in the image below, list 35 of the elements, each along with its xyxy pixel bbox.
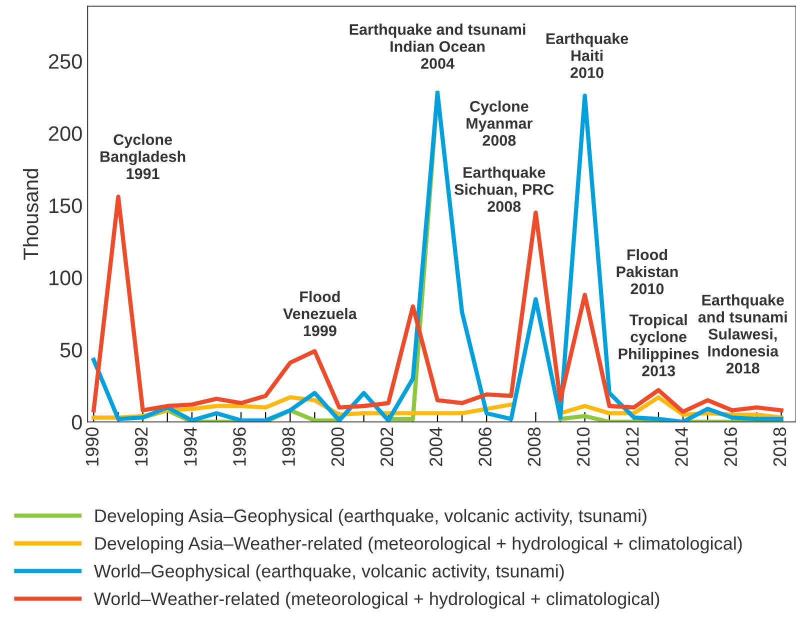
- x-tick-label: 2010: [576, 427, 590, 466]
- legend-label: World–Geophysical (earthquake, volcanic activity, tsunami): [94, 564, 564, 582]
- x-tick-label: 2018: [773, 428, 786, 466]
- y-tick-label: 150: [50, 198, 82, 214]
- y-tick-label: 200: [48, 126, 82, 141]
- y-tick-label: 50: [60, 342, 82, 358]
- annotation: Earthquake and tsunami Indian Ocean 2004: [350, 24, 526, 69]
- x-tick-label: 1994: [184, 427, 197, 466]
- x-tick-label: 1990: [86, 427, 99, 466]
- x-tick-label: 1996: [233, 428, 246, 466]
- legend-label: World–Weather-related (meteorological + hydrological + climatological): [94, 592, 660, 609]
- x-tick-label: 2016: [724, 428, 737, 466]
- x-tick-label: 2006: [478, 428, 492, 466]
- x-tick-label: 2000: [331, 427, 344, 466]
- legend-label: Developing Asia–Weather-related (meteorological + hydrological + climatological): [95, 536, 742, 554]
- y-tick-label: 250: [48, 54, 82, 69]
- annotation: Tropical cyclone Philippines 2013: [618, 314, 699, 376]
- x-tick-label: 1998: [282, 428, 295, 466]
- y-tick-label: 0: [72, 414, 82, 430]
- annotation: Flood Venezuela 1999: [283, 290, 357, 336]
- y-axis-title: Thousand: [22, 169, 38, 260]
- annotation: Flood Pakistan 2010: [616, 248, 678, 294]
- x-tick-label: 2014: [675, 427, 688, 466]
- annotation: Earthquake and tsunami Sulawesi, Indonesia 2018: [698, 294, 787, 374]
- x-tick-label: 2004: [430, 427, 442, 466]
- legend-label: Developing Asia–Geophysical (earthquake, volcanic activity, tsunami): [95, 508, 646, 526]
- annotation: Earthquake Haiti 2010: [546, 32, 628, 78]
- annotation: Cyclone Myanmar 2008: [466, 100, 532, 146]
- x-tick-label: 2002: [380, 428, 394, 466]
- y-tick-label: 100: [50, 270, 82, 286]
- annotation: Earthquake Sichuan, PRC 2008: [454, 166, 554, 212]
- x-tick-label: 2012: [626, 428, 639, 466]
- annotation: Cyclone Bangladesh 1991: [100, 134, 186, 180]
- x-tick-label: 2008: [528, 428, 541, 466]
- x-tick-label: 1992: [134, 428, 148, 466]
